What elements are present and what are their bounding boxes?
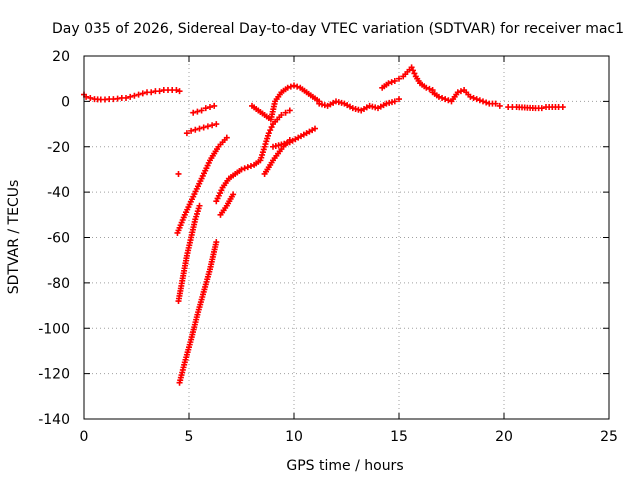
x-tick-label: 15	[390, 429, 408, 445]
series-peak_15h	[379, 64, 436, 94]
chart-title: Day 035 of 2026, Sidereal Day-to-day VTE…	[52, 21, 624, 37]
y-tick-label: -100	[38, 321, 70, 337]
series-short_segment	[217, 191, 237, 218]
series-recovery	[213, 107, 293, 205]
data-point-markers	[174, 134, 230, 236]
series-tail_20_23h	[505, 104, 566, 112]
data-point-markers	[183, 121, 220, 137]
series-segment_5_6.5h_lower	[183, 121, 220, 137]
series-baseline_0_4.5h	[81, 87, 183, 103]
y-axis-label: SDTVAR / TECUs	[6, 180, 22, 295]
series-drop_b	[175, 202, 203, 305]
x-tick-label: 5	[185, 429, 194, 445]
series-mid_segment	[270, 125, 318, 150]
data-point-markers	[270, 125, 318, 150]
series-steep_short	[261, 136, 293, 177]
data-points	[81, 64, 566, 386]
data-point-markers	[505, 104, 566, 112]
data-point-markers	[176, 239, 220, 386]
data-point-markers	[175, 202, 203, 305]
x-axis: 0 5 10 15 20 25	[80, 56, 618, 445]
data-point-markers	[316, 96, 402, 114]
y-tick-label: -140	[38, 412, 70, 428]
data-point-markers	[379, 64, 436, 94]
data-point-markers	[249, 82, 323, 123]
y-tick-label: -20	[47, 140, 70, 156]
x-tick-label: 20	[495, 429, 513, 445]
y-tick-label: -80	[47, 276, 70, 292]
data-point-markers	[175, 170, 182, 177]
series-isolated	[175, 170, 182, 177]
series-drop_c	[176, 239, 220, 386]
series-segment_5_6.2h	[190, 102, 218, 116]
y-tick-label: -120	[38, 367, 70, 383]
y-tick-label: -40	[47, 185, 70, 201]
data-point-markers	[190, 102, 218, 116]
grid-lines	[84, 56, 609, 419]
x-tick-label: 25	[600, 429, 618, 445]
data-point-markers	[261, 136, 293, 177]
series-tail_16_20h	[429, 87, 503, 109]
y-tick-label: 20	[52, 49, 70, 65]
y-tick-label: -60	[47, 231, 70, 247]
series-drop_a	[174, 134, 230, 236]
x-axis-label: GPS time / hours	[286, 458, 403, 474]
data-point-markers	[213, 107, 293, 205]
x-tick-label: 0	[80, 429, 89, 445]
y-axis: 20 0 -20 -40 -60 -80 -100 -120 -140	[38, 49, 609, 428]
data-point-markers	[81, 87, 183, 103]
series-band_11_15h	[316, 96, 402, 114]
x-tick-label: 10	[285, 429, 303, 445]
data-point-markers	[217, 191, 237, 218]
data-point-markers	[429, 87, 503, 109]
series-cluster_8_11h	[249, 82, 323, 123]
y-tick-label: 0	[61, 94, 70, 110]
